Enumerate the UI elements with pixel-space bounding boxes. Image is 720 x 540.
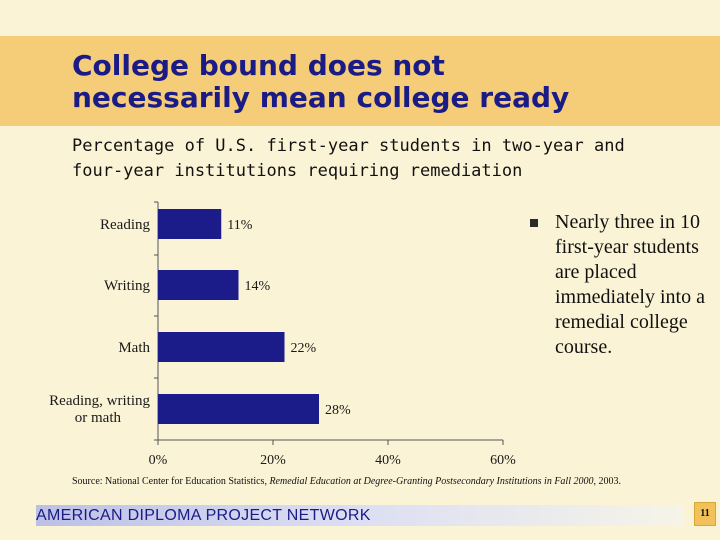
chart-subtitle: Percentage of U.S. first-year students i… bbox=[72, 136, 625, 181]
bar bbox=[158, 394, 319, 424]
page-number: 11 bbox=[694, 502, 716, 526]
bar-value-label: 14% bbox=[245, 279, 271, 294]
bar bbox=[158, 332, 285, 362]
bar-value-label: 28% bbox=[325, 403, 351, 418]
category-label-line: or math bbox=[75, 410, 122, 426]
category-label-line: Reading, writing bbox=[49, 393, 150, 409]
footer-network-name: AMERICAN DIPLOMA PROJECT NETWORK bbox=[36, 507, 371, 524]
source-prefix: Source: National Center for Education St… bbox=[72, 476, 267, 487]
bar-value-label: 11% bbox=[227, 218, 252, 233]
bar bbox=[158, 270, 239, 300]
footer-bar bbox=[36, 505, 684, 526]
x-tick-label: 40% bbox=[375, 453, 401, 468]
category-label: Reading bbox=[100, 217, 150, 233]
bullet-text: Nearly three in 10 first-year students a… bbox=[555, 211, 705, 358]
x-tick-label: 20% bbox=[260, 453, 286, 468]
bar-value-label: 22% bbox=[291, 341, 317, 356]
x-tick-label: 60% bbox=[490, 453, 516, 468]
remediation-bar-chart: 0% 20% 40% 60% 11% Reading 14% Writing 22% Math 28… bbox=[49, 201, 516, 468]
source-suffix: , 2003. bbox=[593, 476, 621, 487]
bar bbox=[158, 209, 222, 239]
x-tick-label: 0% bbox=[149, 453, 168, 468]
title-band bbox=[0, 36, 720, 126]
category-label: Reading, writing or math bbox=[49, 393, 150, 426]
square-bullet-icon bbox=[530, 219, 538, 227]
source-citation: Source: National Center for Education St… bbox=[72, 476, 672, 488]
source-title: Remedial Education at Degree-Granting Po… bbox=[269, 476, 594, 487]
category-label: Writing bbox=[104, 278, 151, 294]
slide-title: College bound does not necessarily mean … bbox=[72, 49, 570, 114]
category-label: Math bbox=[118, 340, 150, 356]
